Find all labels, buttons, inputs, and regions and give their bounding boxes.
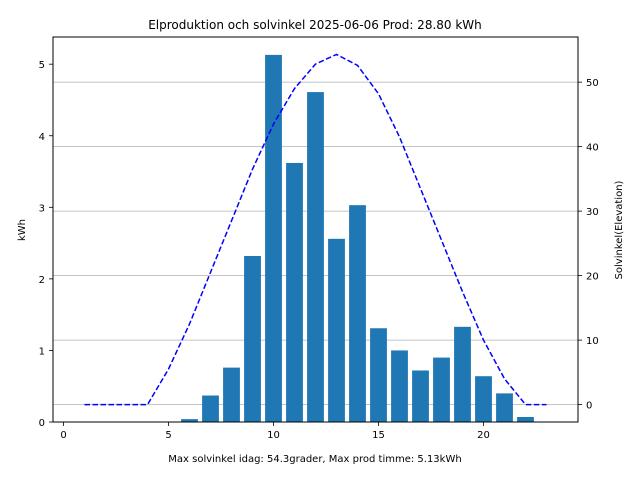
bar bbox=[412, 370, 429, 422]
y2-tick-label: 20 bbox=[586, 272, 599, 283]
bar bbox=[370, 328, 387, 422]
bar bbox=[391, 350, 408, 422]
y2-tick-label: 30 bbox=[586, 207, 599, 218]
bar bbox=[475, 376, 492, 422]
chart-title: Elproduktion och solvinkel 2025-06-06 Pr… bbox=[148, 18, 482, 32]
y2-tick-label: 40 bbox=[586, 143, 599, 154]
x-tick-label: 0 bbox=[60, 430, 66, 441]
y-tick-label: 2 bbox=[39, 275, 45, 286]
y-tick-label: 0 bbox=[39, 418, 45, 429]
x-tick-label: 10 bbox=[267, 430, 280, 441]
bar bbox=[517, 416, 534, 422]
bar bbox=[202, 395, 219, 422]
bar bbox=[244, 255, 261, 422]
bar bbox=[286, 162, 303, 423]
plot-frame bbox=[52, 36, 579, 423]
bar bbox=[433, 357, 450, 422]
bar-series bbox=[181, 54, 534, 423]
elevation-series bbox=[84, 53, 547, 406]
y-tick-label: 5 bbox=[39, 60, 45, 71]
bar bbox=[223, 367, 240, 422]
x-tick-label: 5 bbox=[165, 430, 171, 441]
y-axis-label: kWh bbox=[17, 219, 28, 241]
bar bbox=[454, 326, 471, 422]
y2-axis-ticks: 0 10 20 30 40 50 bbox=[578, 78, 599, 412]
y-tick-label: 1 bbox=[39, 346, 45, 357]
y2-tick-label: 50 bbox=[586, 78, 599, 89]
bar bbox=[496, 393, 513, 422]
x-tick-label: 15 bbox=[372, 430, 385, 441]
bar bbox=[181, 419, 198, 422]
elevation-line bbox=[84, 53, 547, 406]
x-axis-ticks: 0 5 10 15 20 bbox=[60, 422, 490, 441]
y-tick-label: 4 bbox=[39, 132, 45, 143]
y2-tick-label: 10 bbox=[586, 336, 599, 347]
y2-axis-label: Solvinkel(Elevation) bbox=[614, 180, 625, 279]
bar bbox=[265, 54, 282, 423]
bar bbox=[307, 92, 324, 422]
bar bbox=[328, 238, 345, 422]
x-axis-label: Max solvinkel idag: 54.3grader, Max prod… bbox=[168, 454, 461, 465]
bar bbox=[349, 205, 366, 422]
y2-tick-label: 0 bbox=[586, 401, 592, 412]
y-tick-label: 3 bbox=[39, 203, 45, 214]
y-axis-ticks: 0 1 2 3 4 5 bbox=[39, 60, 53, 429]
x-tick-label: 20 bbox=[477, 430, 490, 441]
